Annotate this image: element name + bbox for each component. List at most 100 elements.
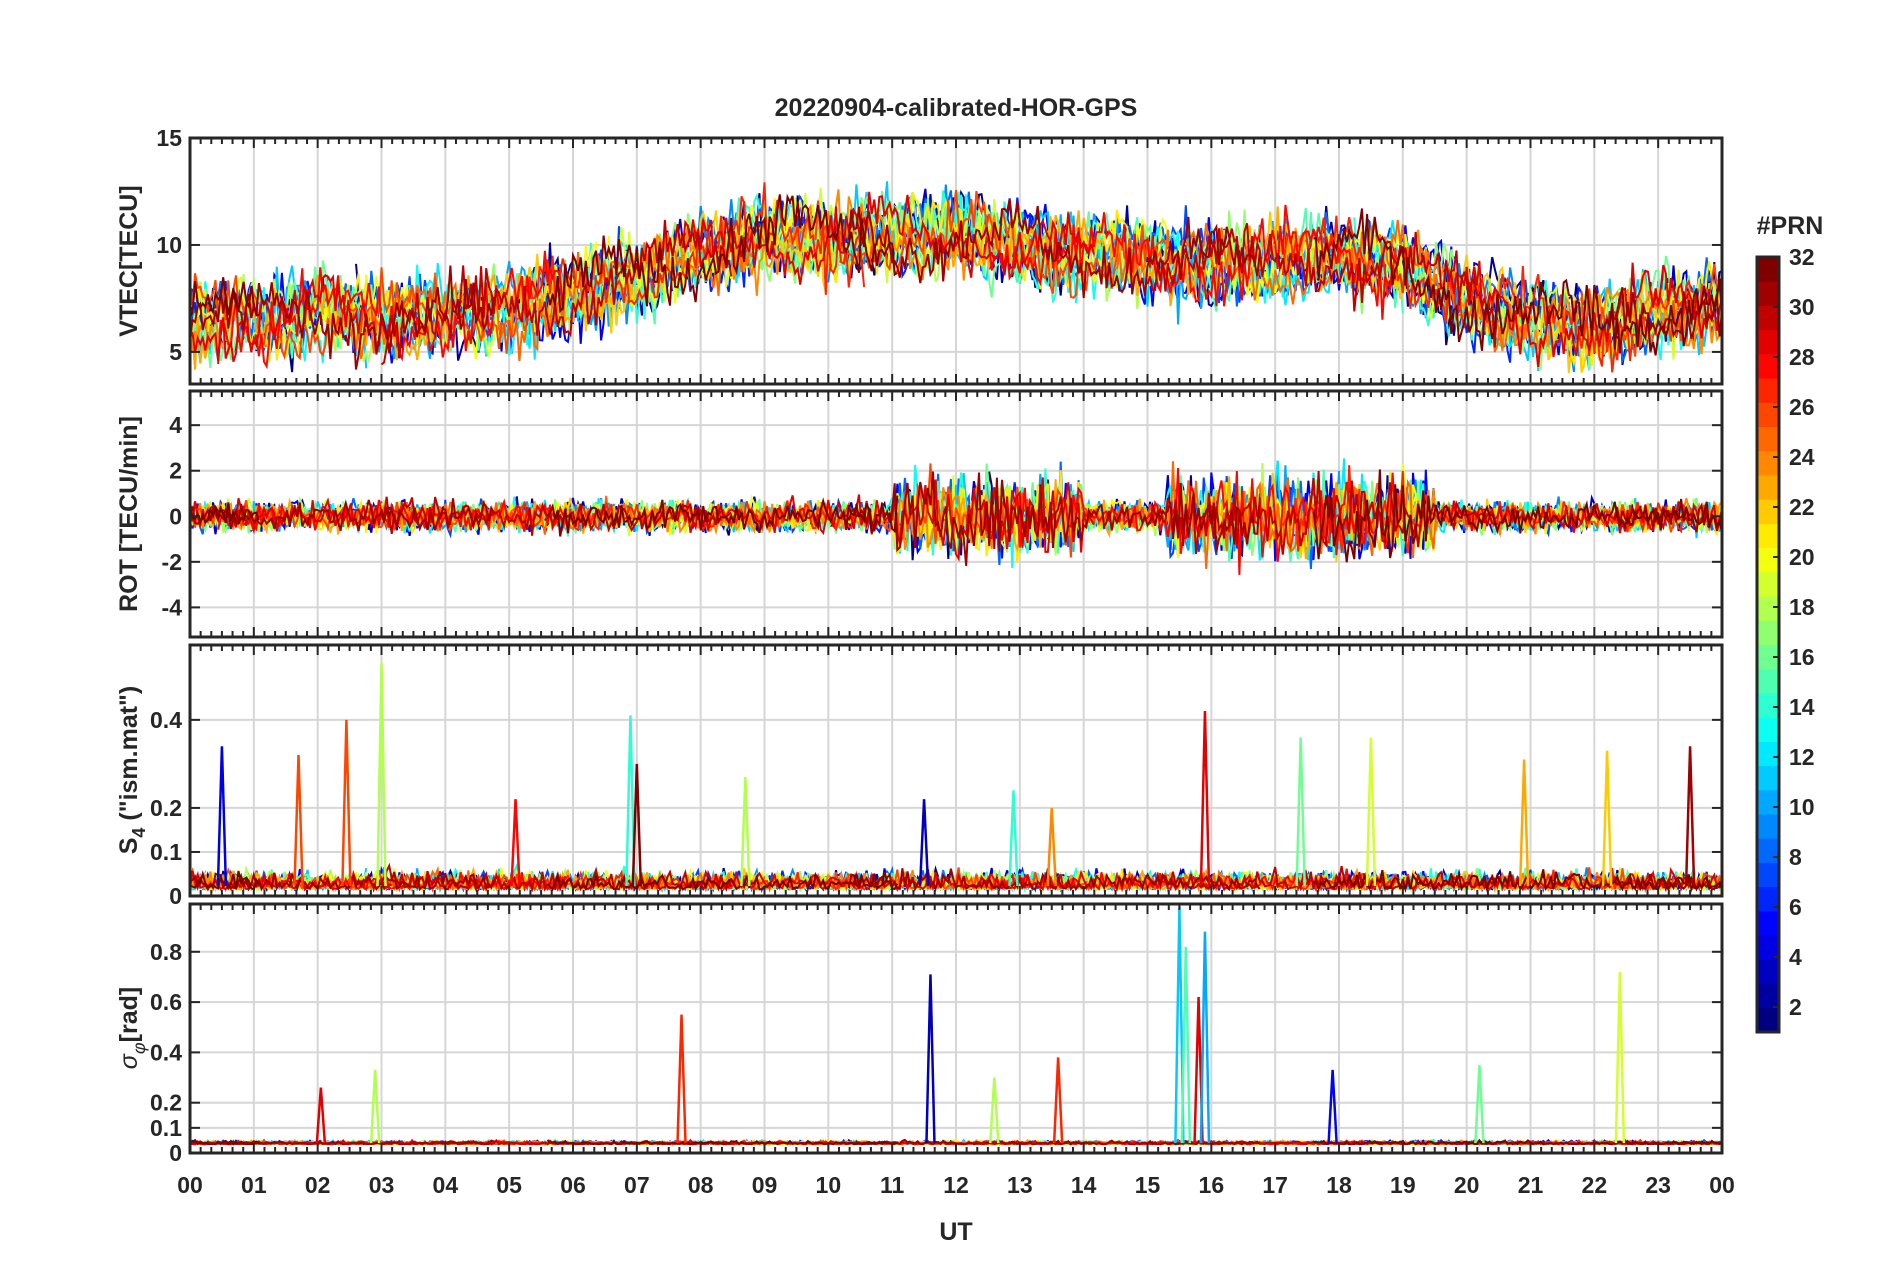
y-ticklabel: -2 [162,549,182,575]
x-ticklabel: 05 [496,1172,522,1198]
peak-spike [1180,946,1192,1144]
series-prn-29 [190,191,1722,368]
peak-spike [1365,737,1377,886]
colorbar-segment [1757,862,1779,888]
colorbar-ticklabel: 20 [1789,544,1815,570]
colorbar-segment [1757,329,1779,355]
x-ticklabel: 19 [1390,1172,1416,1198]
colorbar-segment [1757,426,1779,452]
series-group [190,458,1722,575]
colorbar-segment [1757,450,1779,476]
y-ticklabel: 0.2 [150,1090,182,1116]
colorbar-segment [1757,789,1779,815]
s4-ylabel-tail: ("ism.mat") [115,686,143,828]
x-ticklabel: 20 [1454,1172,1480,1198]
colorbar-segment [1757,910,1779,936]
peak-spike [918,799,930,887]
x-ticklabel: 22 [1582,1172,1608,1198]
series-prn-30 [380,862,1499,893]
colorbar-segment [1757,523,1779,549]
rot-panel: -4 -2 0 2 4 [162,389,1724,639]
colorbar-ticklabel: 28 [1789,344,1815,370]
s4-ylabel-main: S [115,838,143,855]
colorbar-ticklabel: 6 [1789,894,1802,920]
y-ticklabel: -4 [162,594,183,620]
x-axis-ticklabels: 00 01 02 03 04 05 06 07 08 09 10 11 12 13 14 15 16 17 18 19… [177,1172,1735,1198]
s4-ylabel: S4 ("ism.mat") [115,686,149,855]
rot-ylabel: ROT [TECU/min] [115,416,143,612]
y-ticklabel: 0.1 [150,1115,182,1141]
colorbar-segment [1757,474,1779,500]
vtec-ylabel: VTEC[TECU] [115,185,143,336]
series-prn-32 [190,469,1722,563]
colorbar-ticklabel: 4 [1789,944,1802,970]
sigphi-ylabel: σφ[rad] [115,987,149,1069]
colorbar-ticklabel: 32 [1789,244,1815,270]
x-ticklabel: 08 [688,1172,714,1198]
colorbar-ticklabel: 22 [1789,494,1815,520]
x-ticklabel: 15 [1135,1172,1161,1198]
colorbar-segment [1757,644,1779,670]
y-ticklabel: 0.2 [150,795,182,821]
x-ticklabel: 17 [1262,1172,1288,1198]
y-ticklabel: 0 [169,503,182,529]
peak-spike [1199,931,1211,1144]
sigphi-ylabel-sub: φ [129,1042,149,1054]
colorbar-segment [1757,402,1779,428]
peak-spike [510,799,521,887]
colorbar-ticklabel: 2 [1789,994,1802,1020]
peak-spike [1295,737,1306,886]
s4-ylabel-sub: 4 [129,828,149,838]
x-ticklabel: 14 [1071,1172,1097,1198]
peak-spike [676,1014,687,1144]
colorbar-segment [1757,765,1779,791]
colorbar-ticklabel: 26 [1789,394,1815,420]
peak-spike [631,763,643,887]
sigma-phi-panel: 00.10.2 0.4 0.6 0.8 [150,902,1724,1166]
x-ticklabel: 03 [369,1172,395,1198]
colorbar-segment [1757,983,1779,1009]
series-group [190,662,1722,894]
colorbar-ticklabel: 10 [1789,794,1815,820]
x-ticklabel: 04 [433,1172,459,1198]
colorbar-ticklabel: 12 [1789,744,1815,770]
y-ticklabel: 4 [169,412,182,438]
y-ticklabel: 0.4 [150,707,182,733]
y-ticklabel: 10 [156,232,182,258]
colorbar-segment [1757,353,1779,379]
y-ticklabel: 0 [169,1140,182,1166]
chart-title: 20220904-calibrated-HOR-GPS [775,94,1138,122]
colorbar-segment [1757,596,1779,621]
peak-spike [925,974,936,1144]
y-ticklabel: 0.1 [150,839,182,865]
colorbar-segment [1757,305,1779,331]
colorbar-ticklabel: 16 [1789,644,1815,670]
colorbar-segment [1757,692,1779,718]
colorbar-segment [1757,838,1779,863]
colorbar-segment [1757,959,1779,985]
peak-spike [216,746,228,886]
peak-spike [1199,711,1211,886]
colorbar-segment [1757,378,1779,403]
peak-spike [1474,1064,1485,1144]
colorbar-ticklabel: 18 [1789,594,1815,620]
colorbar-ticklabel: 14 [1789,694,1815,720]
peak-spike [376,662,387,886]
colorbar-segment [1757,935,1779,960]
x-ticklabel: 00 [177,1172,203,1198]
peak-spike [1052,1057,1064,1144]
y-ticklabel: 2 [169,458,182,484]
x-ticklabel: 07 [624,1172,650,1198]
colorbar-segment [1757,499,1779,524]
x-ticklabel: 11 [880,1172,905,1198]
peak-spike [1327,1069,1338,1144]
sigphi-ylabel-tail: [rad] [115,987,143,1043]
colorbar-segment [1757,814,1779,839]
series-prn-32 [190,193,1722,356]
vtec-panel: 5 10 15 [156,125,1724,386]
series-prn-31 [190,471,1722,567]
x-ticklabel: 18 [1326,1172,1352,1198]
peak-spike [369,1069,381,1144]
y-ticklabel: 0 [169,883,182,909]
